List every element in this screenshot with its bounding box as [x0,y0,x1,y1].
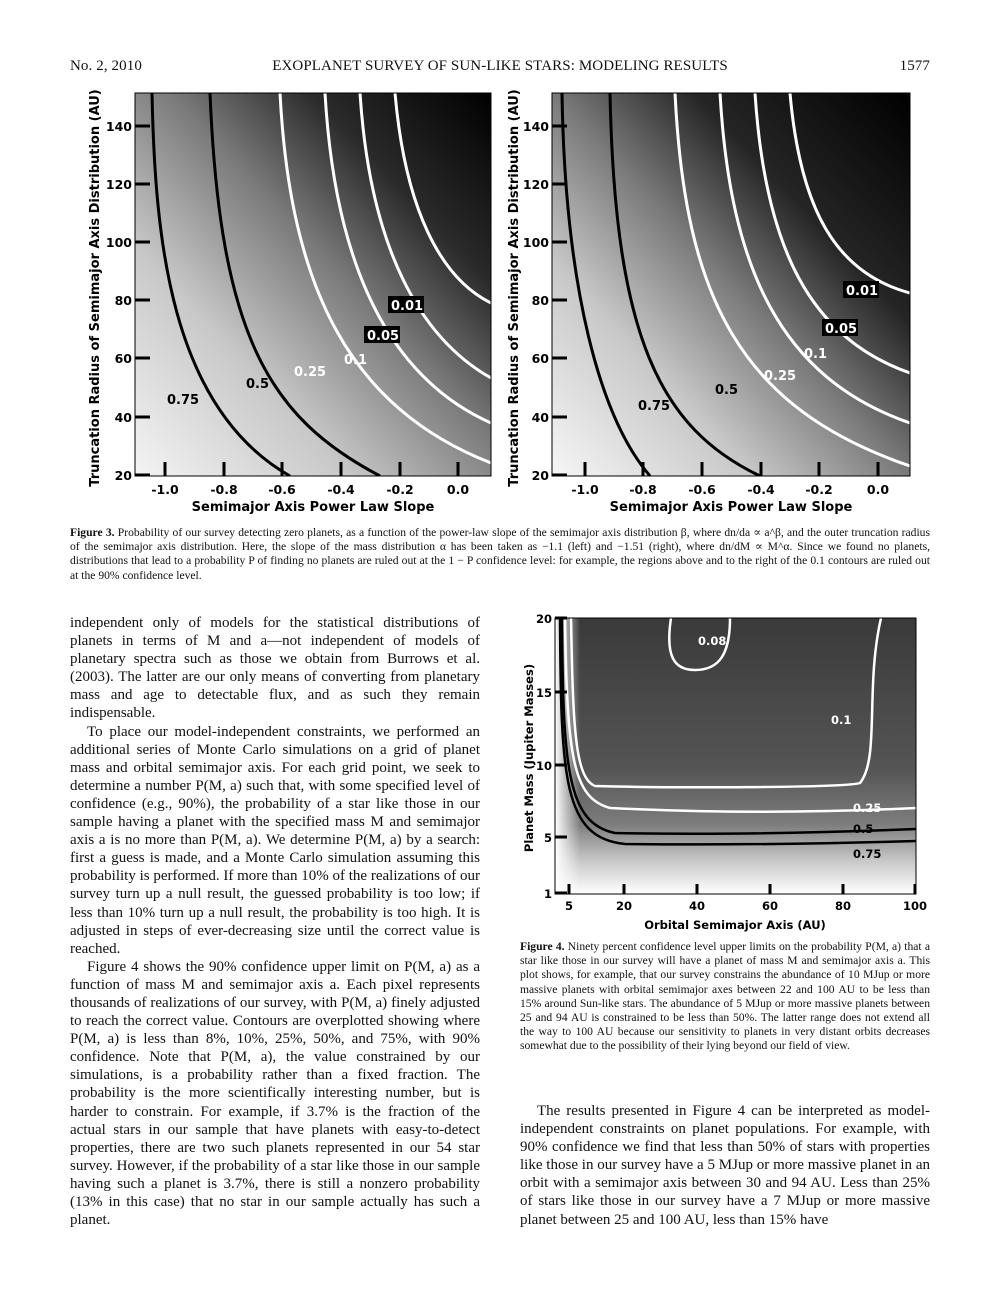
x-tick-label: 20 [616,899,632,913]
x-tick-label: -0.4 [747,482,775,497]
contour-0.75-line [560,93,652,476]
x-axis-label: Orbital Semimajor Axis (AU) [644,918,826,932]
left-column-text: independent only of models for the stati… [70,614,480,1229]
y-tick-label: 100 [523,235,549,250]
y-tick-label: 15 [536,686,552,700]
x-tick-label: 40 [689,899,705,913]
contour-label: 0.25 [764,369,796,384]
x-tick-label: 5 [565,899,573,913]
figure4-plot: 0.08 0.1 0.25 0.5 0.75 20 15 10 5 1 5 20… [522,612,927,932]
x-tick-label: -0.8 [629,482,656,497]
contour-label: 0.01 [846,284,878,299]
x-axis-label: Semimajor Axis Power Law Slope [610,500,853,515]
y-tick-label: 5 [544,831,552,845]
contour-0.5-line [608,93,761,476]
y-tick-label: 140 [106,119,132,134]
figure4-caption: Figure 4. Ninety percent confidence leve… [520,940,930,1054]
x-tick-label: -1.0 [571,482,599,497]
y-tick-label: 120 [523,177,549,192]
y-tick-label: 20 [532,468,550,483]
contour-label: 0.75 [638,399,670,414]
contour-0.5-line [560,618,916,836]
y-tick-label: 20 [536,612,552,626]
x-tick-label: 0.0 [867,482,889,497]
contour-label: 0.5 [715,383,738,398]
contour-0.25-line [563,618,916,813]
contour-0.01-line [788,93,910,295]
caption-label: Figure 3. [70,526,115,539]
contour-0.75-line [150,93,291,476]
contour-label: 0.75 [167,393,199,408]
contour-0.1-line [323,93,491,425]
x-tick-label: 80 [835,899,851,913]
y-tick-label: 80 [532,293,550,308]
x-tick-label: 100 [903,899,927,913]
figure3-left-panel: 0.75 0.5 0.25 0.1 0.05 0.01 140 120 100 … [88,89,492,515]
contour-label: 0.1 [804,347,827,362]
x-tick-label: -0.6 [268,482,296,497]
right-column-text: The results presented in Figure 4 can be… [520,1102,930,1229]
paragraph: To place our model-independent constrain… [70,723,480,957]
y-tick-label: 140 [523,119,549,134]
x-tick-label: -0.4 [327,482,355,497]
caption-text: Ninety percent confidence level upper li… [520,940,930,1053]
paragraph: independent only of models for the stati… [70,615,480,722]
contour-label: 0.1 [831,713,851,727]
x-tick-label: -0.2 [805,482,832,497]
paragraph: Figure 4 shows the 90% confidence upper … [70,958,480,1229]
caption-label: Figure 4. [520,940,565,953]
running-title: EXOPLANET SURVEY OF SUN-LIKE STARS: MODE… [272,58,728,74]
y-tick-label: 120 [106,177,132,192]
y-tick-label: 40 [532,410,550,425]
contour-0.01-line [393,93,491,305]
paragraph: The results presented in Figure 4 can be… [520,1103,930,1228]
y-tick-label: 60 [532,351,550,366]
y-tick-label: 20 [115,468,133,483]
contour-0.08-line [668,618,732,672]
y-tick-label: 60 [115,351,133,366]
contour-0.05-line [358,93,491,380]
x-axis-label: Semimajor Axis Power Law Slope [192,500,435,515]
contour-label: 0.08 [698,634,726,648]
contour-label: 0.5 [853,822,873,836]
journal-issue: No. 2, 2010 [70,58,142,74]
contour-label: 0.1 [344,353,367,368]
x-tick-label: 0.0 [447,482,469,497]
y-axis-label: Truncation Radius of Semimajor Axis Dist… [88,89,103,487]
contour-label: 0.25 [294,365,326,380]
contour-label: 0.05 [825,322,857,337]
y-tick-label: 10 [536,759,552,773]
contour-label: 0.5 [246,377,269,392]
page-number: 1577 [899,58,930,74]
contour-0.1-line [569,618,883,789]
y-tick-label: 1 [544,887,552,901]
x-tick-label: -0.2 [386,482,413,497]
contour-label: 0.25 [853,801,881,815]
contour-0.5-line [208,93,381,476]
contour-0.1-line [718,93,910,425]
heatmap-area [135,93,491,476]
x-tick-label: 60 [762,899,778,913]
x-tick-label: -0.6 [688,482,716,497]
contour-0.25-line [278,93,491,465]
x-tick-label: -1.0 [151,482,179,497]
figure3-right-panel: 0.75 0.5 0.25 0.1 0.05 0.01 140 120 100 … [507,89,911,515]
figure3-caption: Figure 3. Probability of our survey dete… [70,526,930,583]
y-tick-label: 40 [115,410,133,425]
contour-0.05-line [753,93,910,375]
y-axis-label: Planet Mass (Jupiter Masses) [522,664,536,852]
y-tick-label: 100 [106,235,132,250]
y-axis-label: Truncation Radius of Semimajor Axis Dist… [507,89,522,487]
caption-text: Probability of our survey detecting zero… [70,526,930,582]
x-tick-label: -0.8 [210,482,237,497]
y-tick-label: 80 [115,293,133,308]
contour-label: 0.75 [853,847,881,861]
contour-label: 0.05 [367,329,399,344]
contour-0.25-line [673,93,910,468]
contour-label: 0.01 [391,299,423,314]
contour-0.75-line [558,618,916,846]
